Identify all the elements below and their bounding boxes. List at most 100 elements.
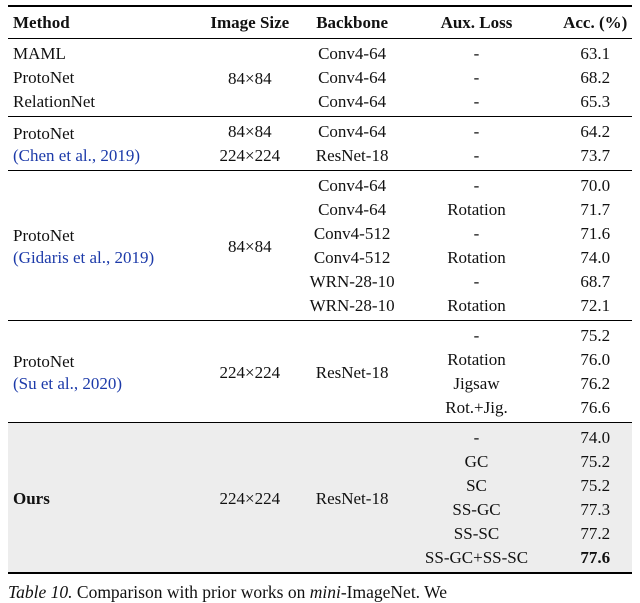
aux-loss-cell: - bbox=[473, 224, 480, 243]
table-row: SS-GC 77.3 bbox=[8, 498, 632, 522]
aux-loss-cell: Rotation bbox=[447, 296, 506, 315]
aux-loss-cell: GC bbox=[464, 452, 489, 471]
column-header-backbone: Backbone bbox=[309, 6, 395, 39]
table-header: Method Image Size Backbone Aux. Loss Acc… bbox=[8, 6, 632, 39]
caption-label: Table 10. bbox=[8, 582, 73, 602]
backbone-cell: Conv4-512 bbox=[313, 248, 391, 267]
aux-loss-cell: Rotation bbox=[447, 248, 506, 267]
backbone-cell: Conv4-64 bbox=[318, 200, 387, 219]
table-caption: Table 10. Comparison with prior works on… bbox=[8, 581, 632, 603]
aux-loss-cell: - bbox=[473, 92, 480, 111]
image-size-cell: 84×84 bbox=[228, 69, 272, 89]
method-cell: RelationNet bbox=[13, 92, 96, 111]
table-row: MAML 84×84 Conv4-64 - 63.1 bbox=[8, 39, 632, 88]
aux-loss-cell: SS-SC bbox=[453, 524, 500, 543]
aux-loss-cell: SS-GC bbox=[452, 500, 501, 519]
table-row: 224×224 ResNet-18 - 73.7 bbox=[8, 144, 632, 171]
method-name: ProtoNet bbox=[13, 351, 75, 371]
aux-loss-cell: - bbox=[473, 272, 480, 291]
table-row: ProtoNet Conv4-64 - 68.2 bbox=[8, 66, 632, 90]
backbone-cell: ResNet-18 bbox=[315, 363, 389, 383]
aux-loss-cell: - bbox=[473, 44, 480, 63]
header-row: Method Image Size Backbone Aux. Loss Acc… bbox=[8, 6, 632, 39]
table-row: Rot.+Jig. 76.6 bbox=[8, 396, 632, 423]
acc-value: 77.3 bbox=[580, 500, 611, 519]
column-header-image-size: Image Size bbox=[190, 6, 310, 39]
acc-value: 68.2 bbox=[580, 68, 611, 87]
method-cell: ProtoNet (Gidaris et al., 2019) bbox=[8, 171, 190, 321]
table-row: ProtoNet (Gidaris et al., 2019) 84×84 Co… bbox=[8, 171, 632, 267]
column-header-aux-loss: Aux. Loss bbox=[394, 6, 559, 39]
method-name: ProtoNet bbox=[13, 225, 75, 245]
table-row: ProtoNet (Chen et al., 2019) 84×84 Conv4… bbox=[8, 117, 632, 165]
aux-loss-cell: - bbox=[473, 326, 480, 345]
acc-value-best: 77.6 bbox=[580, 548, 611, 567]
backbone-cell: Conv4-64 bbox=[318, 176, 387, 195]
backbone-cell: Conv4-64 bbox=[318, 92, 387, 111]
image-size-cell: 224×224 bbox=[219, 489, 281, 509]
acc-value: 63.1 bbox=[580, 44, 611, 63]
acc-value: 73.7 bbox=[580, 146, 611, 165]
group-protonet-su: ProtoNet (Su et al., 2020) 224×224 ResNe… bbox=[8, 320, 632, 423]
image-size-cell: 224×224 bbox=[219, 363, 281, 383]
table-row: ProtoNet (Su et al., 2020) 224×224 ResNe… bbox=[8, 321, 632, 393]
aux-loss-cell: Rotation bbox=[447, 200, 506, 219]
acc-value: 76.2 bbox=[580, 374, 611, 393]
aux-loss-cell: SS-GC+SS-SC bbox=[424, 548, 529, 567]
aux-loss-cell: Jigsaw bbox=[453, 374, 500, 393]
table-row: Conv4-64 Rotation 71.7 bbox=[8, 198, 632, 222]
results-table: Method Image Size Backbone Aux. Loss Acc… bbox=[8, 5, 632, 574]
acc-value: 72.1 bbox=[580, 296, 611, 315]
method-cell: Ours bbox=[13, 489, 50, 509]
acc-value: 77.2 bbox=[580, 524, 611, 543]
table-row: Jigsaw 76.2 bbox=[8, 372, 632, 396]
table-row: Conv4-512 - 71.6 bbox=[8, 222, 632, 246]
citation-link-gidaris-2019[interactable]: (Gidaris et al., 2019) bbox=[13, 247, 155, 267]
backbone-cell: WRN-28-10 bbox=[309, 272, 395, 291]
acc-value: 75.2 bbox=[580, 326, 611, 345]
aux-loss-cell: Rotation bbox=[447, 350, 506, 369]
citation-link-su-2020[interactable]: (Su et al., 2020) bbox=[13, 373, 123, 393]
backbone-cell: Conv4-64 bbox=[318, 122, 387, 141]
method-cell: ProtoNet bbox=[13, 68, 75, 87]
method-cell: MAML bbox=[13, 44, 66, 63]
acc-value: 76.0 bbox=[580, 350, 611, 369]
backbone-cell: WRN-28-10 bbox=[309, 296, 395, 315]
acc-value: 70.0 bbox=[580, 176, 611, 195]
backbone-cell: Conv4-64 bbox=[318, 44, 387, 63]
acc-value: 75.2 bbox=[580, 452, 611, 471]
group-ours: Ours 224×224 ResNet-18 - 74.0 GC 75.2 SC… bbox=[8, 422, 632, 574]
table-row: SC 75.2 bbox=[8, 474, 632, 498]
acc-value: 74.0 bbox=[580, 248, 611, 267]
acc-value: 75.2 bbox=[580, 476, 611, 495]
citation-link-chen-2019[interactable]: (Chen et al., 2019) bbox=[13, 145, 140, 165]
acc-value: 68.7 bbox=[580, 272, 611, 291]
backbone-cell: ResNet-18 bbox=[315, 146, 389, 165]
column-header-acc: Acc. (%) bbox=[558, 6, 632, 39]
table-row: Rotation 76.0 bbox=[8, 348, 632, 372]
table-row: SS-GC+SS-SC 77.6 bbox=[8, 546, 632, 574]
table-row: SS-SC 77.2 bbox=[8, 522, 632, 546]
acc-value: 65.3 bbox=[580, 92, 611, 111]
aux-loss-cell: - bbox=[473, 146, 480, 165]
acc-value: 76.6 bbox=[580, 398, 611, 417]
group-baselines: MAML 84×84 Conv4-64 - 63.1 ProtoNet Conv… bbox=[8, 38, 632, 117]
image-size-cell: 84×84 bbox=[228, 237, 272, 257]
aux-loss-cell: Rot.+Jig. bbox=[445, 398, 508, 417]
table-row: Conv4-512 Rotation 74.0 bbox=[8, 246, 632, 270]
image-size-cell: 224×224 bbox=[219, 146, 281, 165]
group-protonet-chen: ProtoNet (Chen et al., 2019) 84×84 Conv4… bbox=[8, 116, 632, 171]
column-header-method: Method bbox=[8, 6, 191, 39]
table-row: WRN-28-10 Rotation 72.1 bbox=[8, 294, 632, 321]
acc-value: 71.7 bbox=[580, 200, 611, 219]
backbone-cell: Conv4-512 bbox=[313, 224, 391, 243]
acc-value: 74.0 bbox=[580, 428, 611, 447]
method-name: ProtoNet bbox=[13, 123, 75, 143]
aux-loss-cell: SC bbox=[466, 476, 487, 495]
caption-text-after: -ImageNet. We bbox=[340, 582, 447, 602]
backbone-cell: Conv4-64 bbox=[318, 68, 387, 87]
acc-value: 71.6 bbox=[580, 224, 611, 243]
table-row: WRN-28-10 - 68.7 bbox=[8, 270, 632, 294]
table-row: GC 75.2 bbox=[8, 450, 632, 474]
table-row: RelationNet Conv4-64 - 65.3 bbox=[8, 90, 632, 117]
